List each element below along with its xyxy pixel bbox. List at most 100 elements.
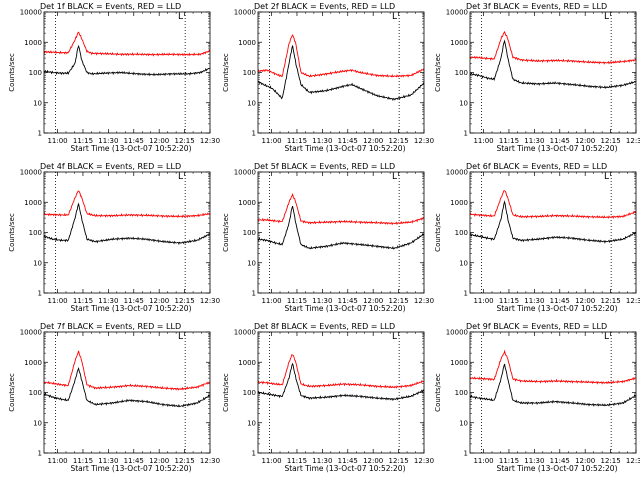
y-tick-label: 1000 bbox=[24, 359, 42, 367]
corner-marker: L bbox=[392, 12, 397, 22]
x-tick-label: 11:00 bbox=[47, 137, 67, 145]
y-tick-label: 10 bbox=[459, 259, 468, 267]
y-tick-label: 10000 bbox=[234, 9, 256, 17]
x-tick-label: 11:30 bbox=[98, 457, 118, 465]
series-line-lld bbox=[43, 31, 211, 57]
x-axis-label: Start Time (13-Oct-07 10:52:20) bbox=[70, 464, 191, 473]
y-tick-label: 100 bbox=[243, 389, 256, 397]
x-tick-label: 11:30 bbox=[312, 457, 332, 465]
x-tick-label: 12:30 bbox=[626, 297, 640, 305]
y-axis-label: Counts/sec bbox=[222, 213, 230, 252]
x-tick-label: 12:00 bbox=[575, 297, 595, 305]
x-tick-label: 11:00 bbox=[473, 457, 493, 465]
corner-marker: L bbox=[604, 12, 609, 22]
x-tick-label: 11:30 bbox=[524, 457, 544, 465]
corner-marker: L bbox=[392, 332, 397, 342]
corner-marker: L bbox=[178, 12, 183, 22]
x-tick-label: 11:45 bbox=[124, 297, 144, 305]
series-line-lld bbox=[469, 349, 636, 385]
series-line-lld bbox=[257, 34, 425, 78]
plot-frame bbox=[257, 11, 425, 134]
series-line-lld bbox=[43, 350, 211, 391]
x-tick-label: 12:30 bbox=[414, 137, 434, 145]
chart-title: Det 8f BLACK = Events, RED = LLD bbox=[254, 322, 395, 331]
y-tick-label: 10000 bbox=[20, 329, 42, 337]
y-tick-label: 1000 bbox=[450, 39, 468, 47]
x-tick-label: 11:00 bbox=[47, 457, 67, 465]
series-line-lld bbox=[43, 190, 211, 219]
corner-marker: L bbox=[392, 172, 397, 182]
x-tick-label: 11:00 bbox=[473, 297, 493, 305]
x-axis-label: Start Time (13-Oct-07 10:52:20) bbox=[284, 304, 405, 313]
x-tick-label: 11:30 bbox=[98, 137, 118, 145]
y-tick-label: 10 bbox=[33, 259, 42, 267]
y-tick-label: 10 bbox=[33, 419, 42, 427]
chart-title: Det 7f BLACK = Events, RED = LLD bbox=[40, 322, 181, 331]
plot-frame bbox=[257, 171, 425, 294]
y-tick-label: 10000 bbox=[446, 169, 468, 177]
x-tick-label: 12:00 bbox=[149, 137, 169, 145]
x-axis-label: Start Time (13-Oct-07 10:52:20) bbox=[284, 144, 405, 153]
y-tick-label: 1 bbox=[464, 450, 468, 458]
chart-title: Det 4f BLACK = Events, RED = LLD bbox=[40, 162, 181, 171]
y-axis-label: Counts/sec bbox=[434, 373, 442, 412]
series-line-events bbox=[469, 363, 637, 407]
corner-marker: L bbox=[604, 172, 609, 182]
x-axis-label: Start Time (13-Oct-07 10:52:20) bbox=[284, 464, 405, 473]
series-line-events bbox=[43, 202, 211, 245]
x-tick-label: 12:15 bbox=[600, 297, 620, 305]
x-tick-label: 11:15 bbox=[73, 137, 93, 145]
y-axis-label: Counts/sec bbox=[222, 53, 230, 92]
corner-marker: L bbox=[604, 332, 609, 342]
x-tick-label: 12:15 bbox=[174, 297, 194, 305]
x-tick-label: 11:00 bbox=[261, 297, 281, 305]
plot-frame bbox=[257, 331, 425, 454]
series-line-lld bbox=[469, 190, 637, 219]
y-tick-label: 1000 bbox=[450, 359, 468, 367]
x-tick-label: 11:00 bbox=[473, 137, 493, 145]
series-line-events bbox=[469, 39, 637, 89]
y-tick-label: 10 bbox=[459, 419, 468, 427]
y-axis-label: Counts/sec bbox=[8, 53, 16, 92]
x-tick-label: 11:15 bbox=[73, 457, 93, 465]
x-tick-label: 12:15 bbox=[174, 457, 194, 465]
corner-marker: L bbox=[178, 332, 183, 342]
y-axis-label: Counts/sec bbox=[8, 373, 16, 412]
x-tick-label: 12:30 bbox=[200, 297, 220, 305]
x-tick-label: 11:30 bbox=[312, 137, 332, 145]
y-tick-label: 10 bbox=[247, 419, 256, 427]
x-tick-label: 11:45 bbox=[338, 457, 358, 465]
y-tick-label: 1 bbox=[38, 290, 42, 298]
x-tick-label: 11:15 bbox=[499, 457, 519, 465]
x-tick-label: 11:15 bbox=[499, 297, 519, 305]
chart-title: Det 5f BLACK = Events, RED = LLD bbox=[254, 162, 395, 171]
y-tick-label: 100 bbox=[455, 69, 468, 77]
y-tick-label: 100 bbox=[243, 69, 256, 77]
x-tick-label: 12:15 bbox=[388, 457, 408, 465]
y-tick-label: 1 bbox=[252, 450, 256, 458]
y-axis-label: Counts/sec bbox=[8, 213, 16, 252]
series-line-events bbox=[257, 45, 425, 102]
y-tick-label: 10000 bbox=[20, 9, 42, 17]
x-tick-label: 12:30 bbox=[200, 457, 220, 465]
y-tick-label: 1 bbox=[464, 130, 468, 138]
y-tick-label: 1000 bbox=[450, 199, 468, 207]
y-tick-label: 100 bbox=[29, 69, 42, 77]
chart-title: Det 3f BLACK = Events, RED = LLD bbox=[466, 2, 607, 11]
x-axis-label: Start Time (13-Oct-07 10:52:20) bbox=[496, 304, 617, 313]
series-line-events bbox=[43, 366, 211, 408]
x-tick-label: 11:00 bbox=[261, 137, 281, 145]
x-tick-label: 11:45 bbox=[124, 137, 144, 145]
x-axis-label: Start Time (13-Oct-07 10:52:20) bbox=[496, 144, 617, 153]
x-tick-label: 12:15 bbox=[600, 457, 620, 465]
x-tick-label: 11:30 bbox=[524, 137, 544, 145]
y-tick-label: 1 bbox=[252, 290, 256, 298]
x-axis-label: Start Time (13-Oct-07 10:52:20) bbox=[70, 304, 191, 313]
series-line-events bbox=[469, 200, 637, 244]
x-tick-label: 11:00 bbox=[47, 297, 67, 305]
x-tick-label: 12:15 bbox=[600, 137, 620, 145]
series-line-lld bbox=[257, 192, 425, 226]
